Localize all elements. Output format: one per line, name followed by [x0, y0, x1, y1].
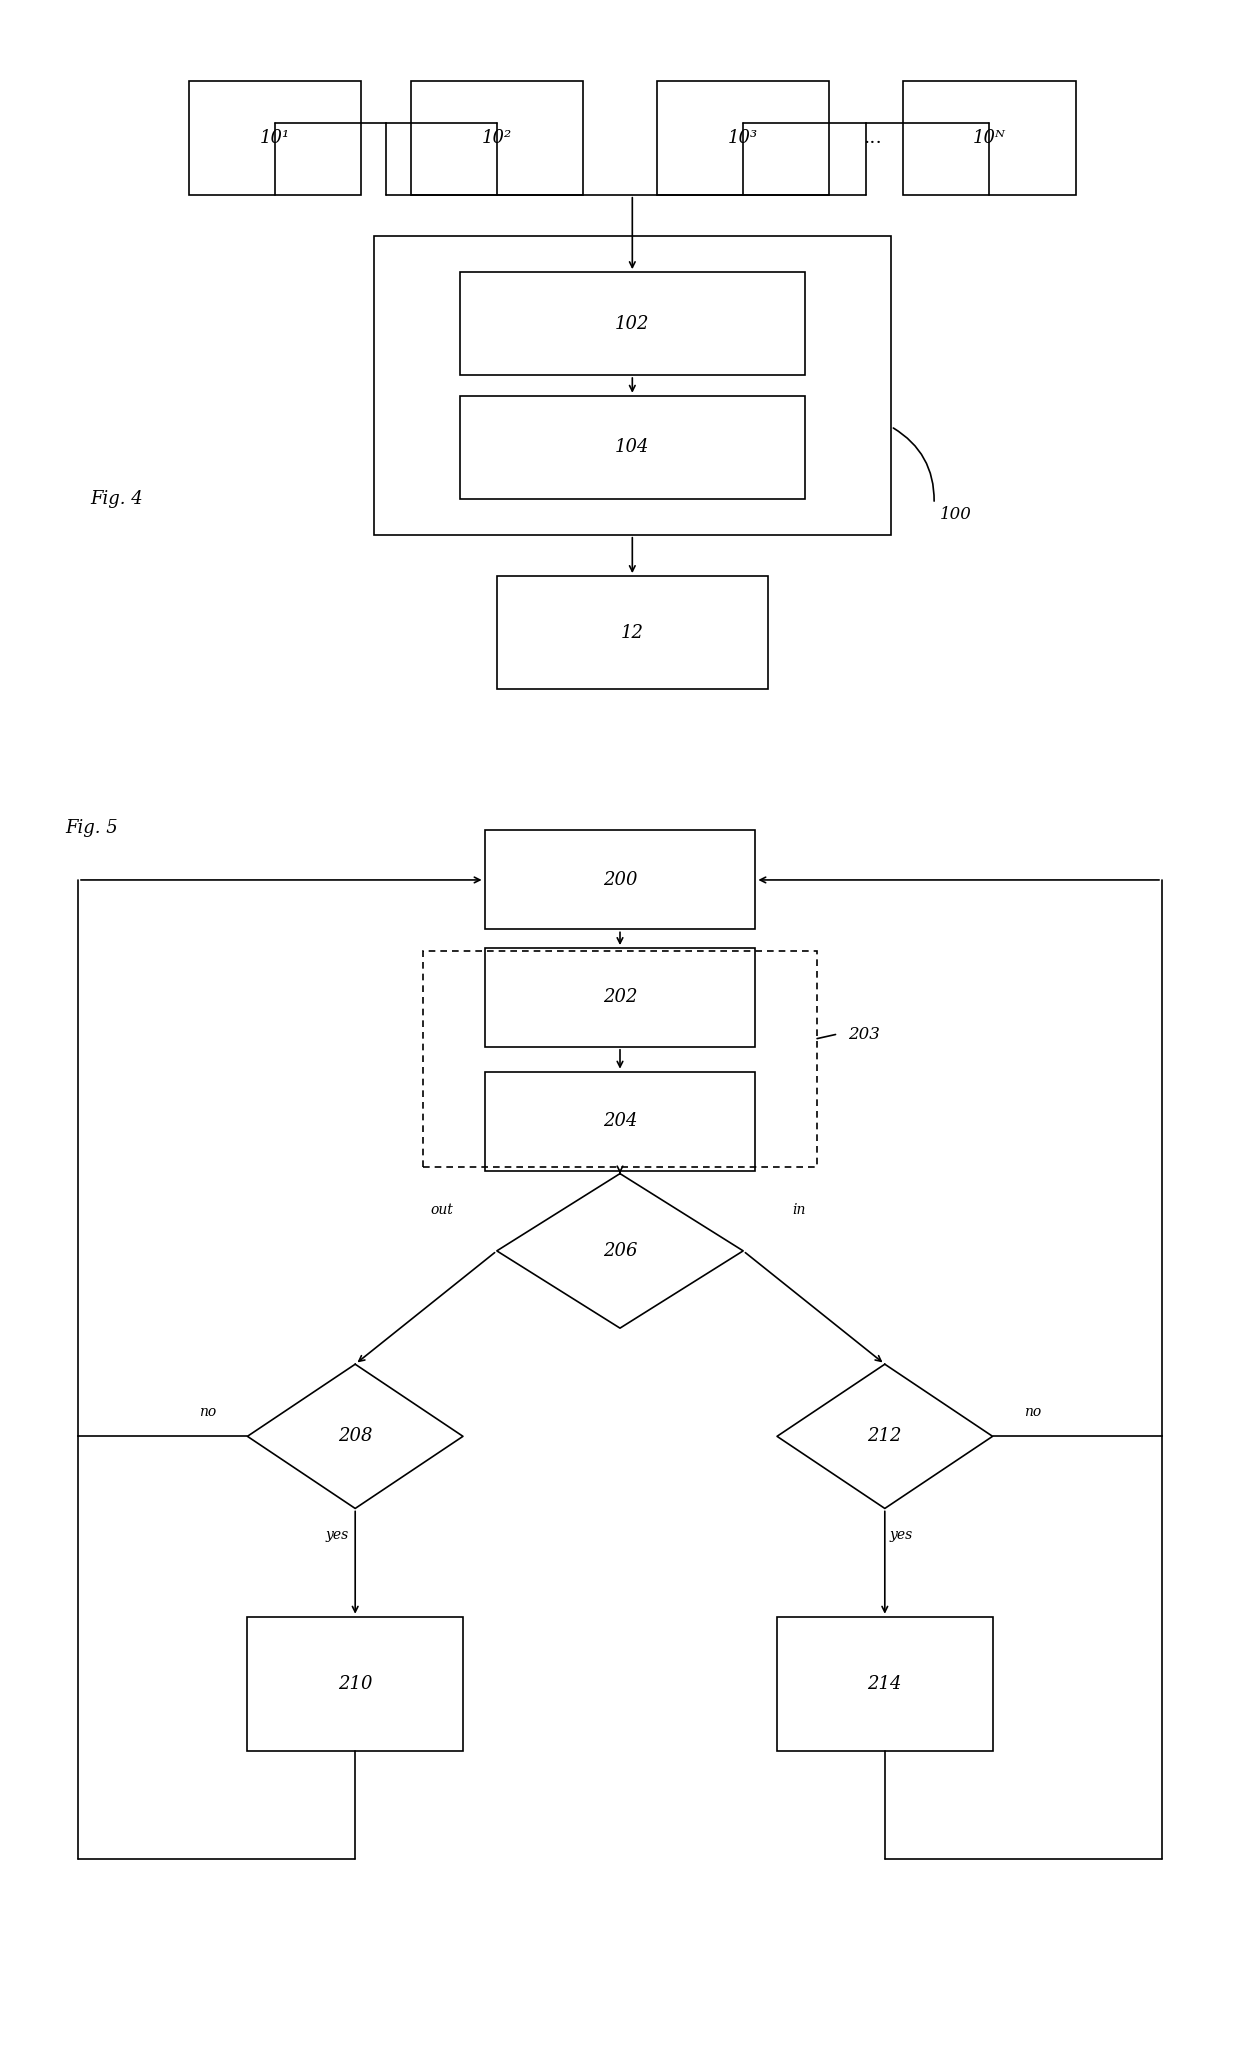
Text: 100: 100	[940, 505, 972, 523]
Bar	[248, 1616, 463, 1750]
Bar	[410, 81, 583, 194]
Bar	[485, 1072, 755, 1171]
Bar	[777, 1616, 992, 1750]
Text: Fig. 4: Fig. 4	[91, 490, 143, 507]
Text: Fig. 5: Fig. 5	[66, 819, 119, 838]
Bar	[657, 81, 830, 194]
Bar	[903, 81, 1076, 194]
Bar	[373, 236, 892, 534]
Bar	[460, 395, 805, 499]
Text: yes: yes	[889, 1529, 913, 1541]
Text: 203: 203	[848, 1026, 879, 1043]
Bar	[188, 81, 361, 194]
Text: 104: 104	[615, 439, 650, 455]
Bar	[423, 952, 817, 1167]
Text: 10¹: 10¹	[260, 128, 290, 147]
Text: no: no	[1024, 1405, 1042, 1419]
Bar	[485, 830, 755, 929]
Bar	[485, 948, 755, 1047]
Text: 200: 200	[603, 871, 637, 890]
Text: 10³: 10³	[728, 128, 759, 147]
Bar	[460, 271, 805, 374]
Text: out: out	[430, 1202, 453, 1217]
Text: 12: 12	[621, 623, 644, 641]
Text: 206: 206	[603, 1241, 637, 1260]
Text: 214: 214	[868, 1674, 901, 1692]
Text: 210: 210	[339, 1674, 372, 1692]
Text: 10²: 10²	[481, 128, 512, 147]
Text: yes: yes	[325, 1529, 348, 1541]
Text: 202: 202	[603, 989, 637, 1006]
Text: 102: 102	[615, 314, 650, 333]
Text: 10ᴺ: 10ᴺ	[973, 128, 1006, 147]
Text: ...: ...	[863, 128, 882, 147]
Text: 204: 204	[603, 1111, 637, 1130]
Text: in: in	[792, 1202, 805, 1217]
Bar	[497, 575, 768, 689]
Text: 208: 208	[339, 1428, 372, 1446]
Text: no: no	[198, 1405, 216, 1419]
Text: 212: 212	[868, 1428, 901, 1446]
